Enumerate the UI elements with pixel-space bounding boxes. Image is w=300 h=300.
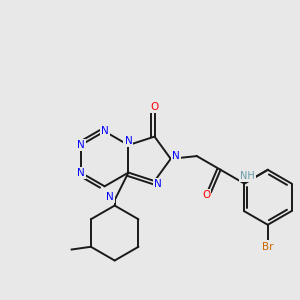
Text: N: N <box>124 136 132 146</box>
Text: N: N <box>172 151 179 161</box>
Text: N: N <box>77 168 85 178</box>
Text: O: O <box>150 102 159 112</box>
Text: N: N <box>106 192 114 202</box>
Text: O: O <box>202 190 210 200</box>
Text: Br: Br <box>262 242 274 252</box>
Text: N: N <box>154 179 161 189</box>
Text: N: N <box>101 126 109 136</box>
Text: N: N <box>77 140 85 150</box>
Text: NH: NH <box>240 171 255 181</box>
